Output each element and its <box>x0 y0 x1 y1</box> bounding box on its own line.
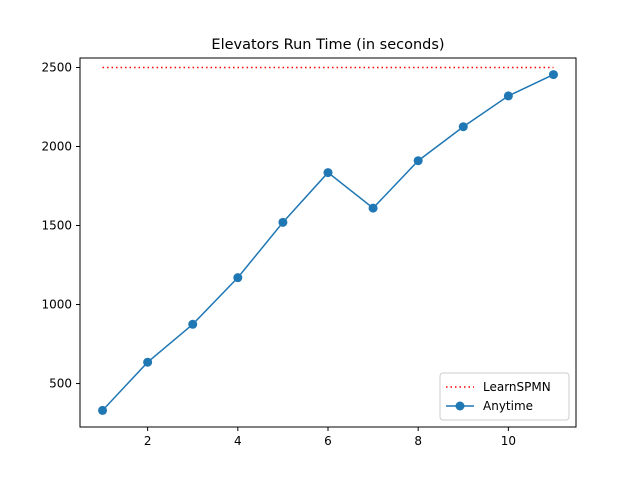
legend-marker-anytime <box>455 401 465 411</box>
data-point-anytime <box>323 168 333 178</box>
data-point-anytime <box>98 405 108 415</box>
data-point-anytime <box>233 273 243 283</box>
x-tick-label: 10 <box>501 434 516 448</box>
x-tick-label: 8 <box>414 434 422 448</box>
legend-label-learnspmn: LearnSPMN <box>483 380 551 394</box>
y-tick-label: 2000 <box>41 139 72 153</box>
legend-box <box>439 372 570 421</box>
data-point-anytime <box>188 319 198 329</box>
legend: LearnSPMN Anytime <box>439 372 570 421</box>
y-tick-label: 1500 <box>41 219 72 233</box>
y-tick-label: 2500 <box>41 60 72 74</box>
data-point-anytime <box>368 203 378 213</box>
data-point-anytime <box>503 91 513 101</box>
chart-title: Elevators Run Time (in seconds) <box>211 37 444 53</box>
plot-area-frame <box>79 57 577 428</box>
x-tick-label: 6 <box>324 434 332 448</box>
x-axis: 2 4 6 8 10 <box>144 427 516 448</box>
data-point-anytime <box>278 217 288 227</box>
data-point-anytime <box>548 70 558 80</box>
y-tick-label: 1000 <box>41 298 72 312</box>
legend-label-anytime: Anytime <box>483 399 533 413</box>
data-point-anytime <box>413 156 423 166</box>
data-point-anytime <box>143 357 153 367</box>
data-point-anytime <box>458 122 468 132</box>
series-layer <box>98 66 558 415</box>
series-line-anytime <box>102 73 554 411</box>
y-tick-label: 500 <box>49 377 72 391</box>
x-tick-label: 2 <box>144 434 152 448</box>
y-axis: 500 1000 1500 2000 2500 <box>41 60 80 391</box>
x-tick-label: 4 <box>234 434 242 448</box>
